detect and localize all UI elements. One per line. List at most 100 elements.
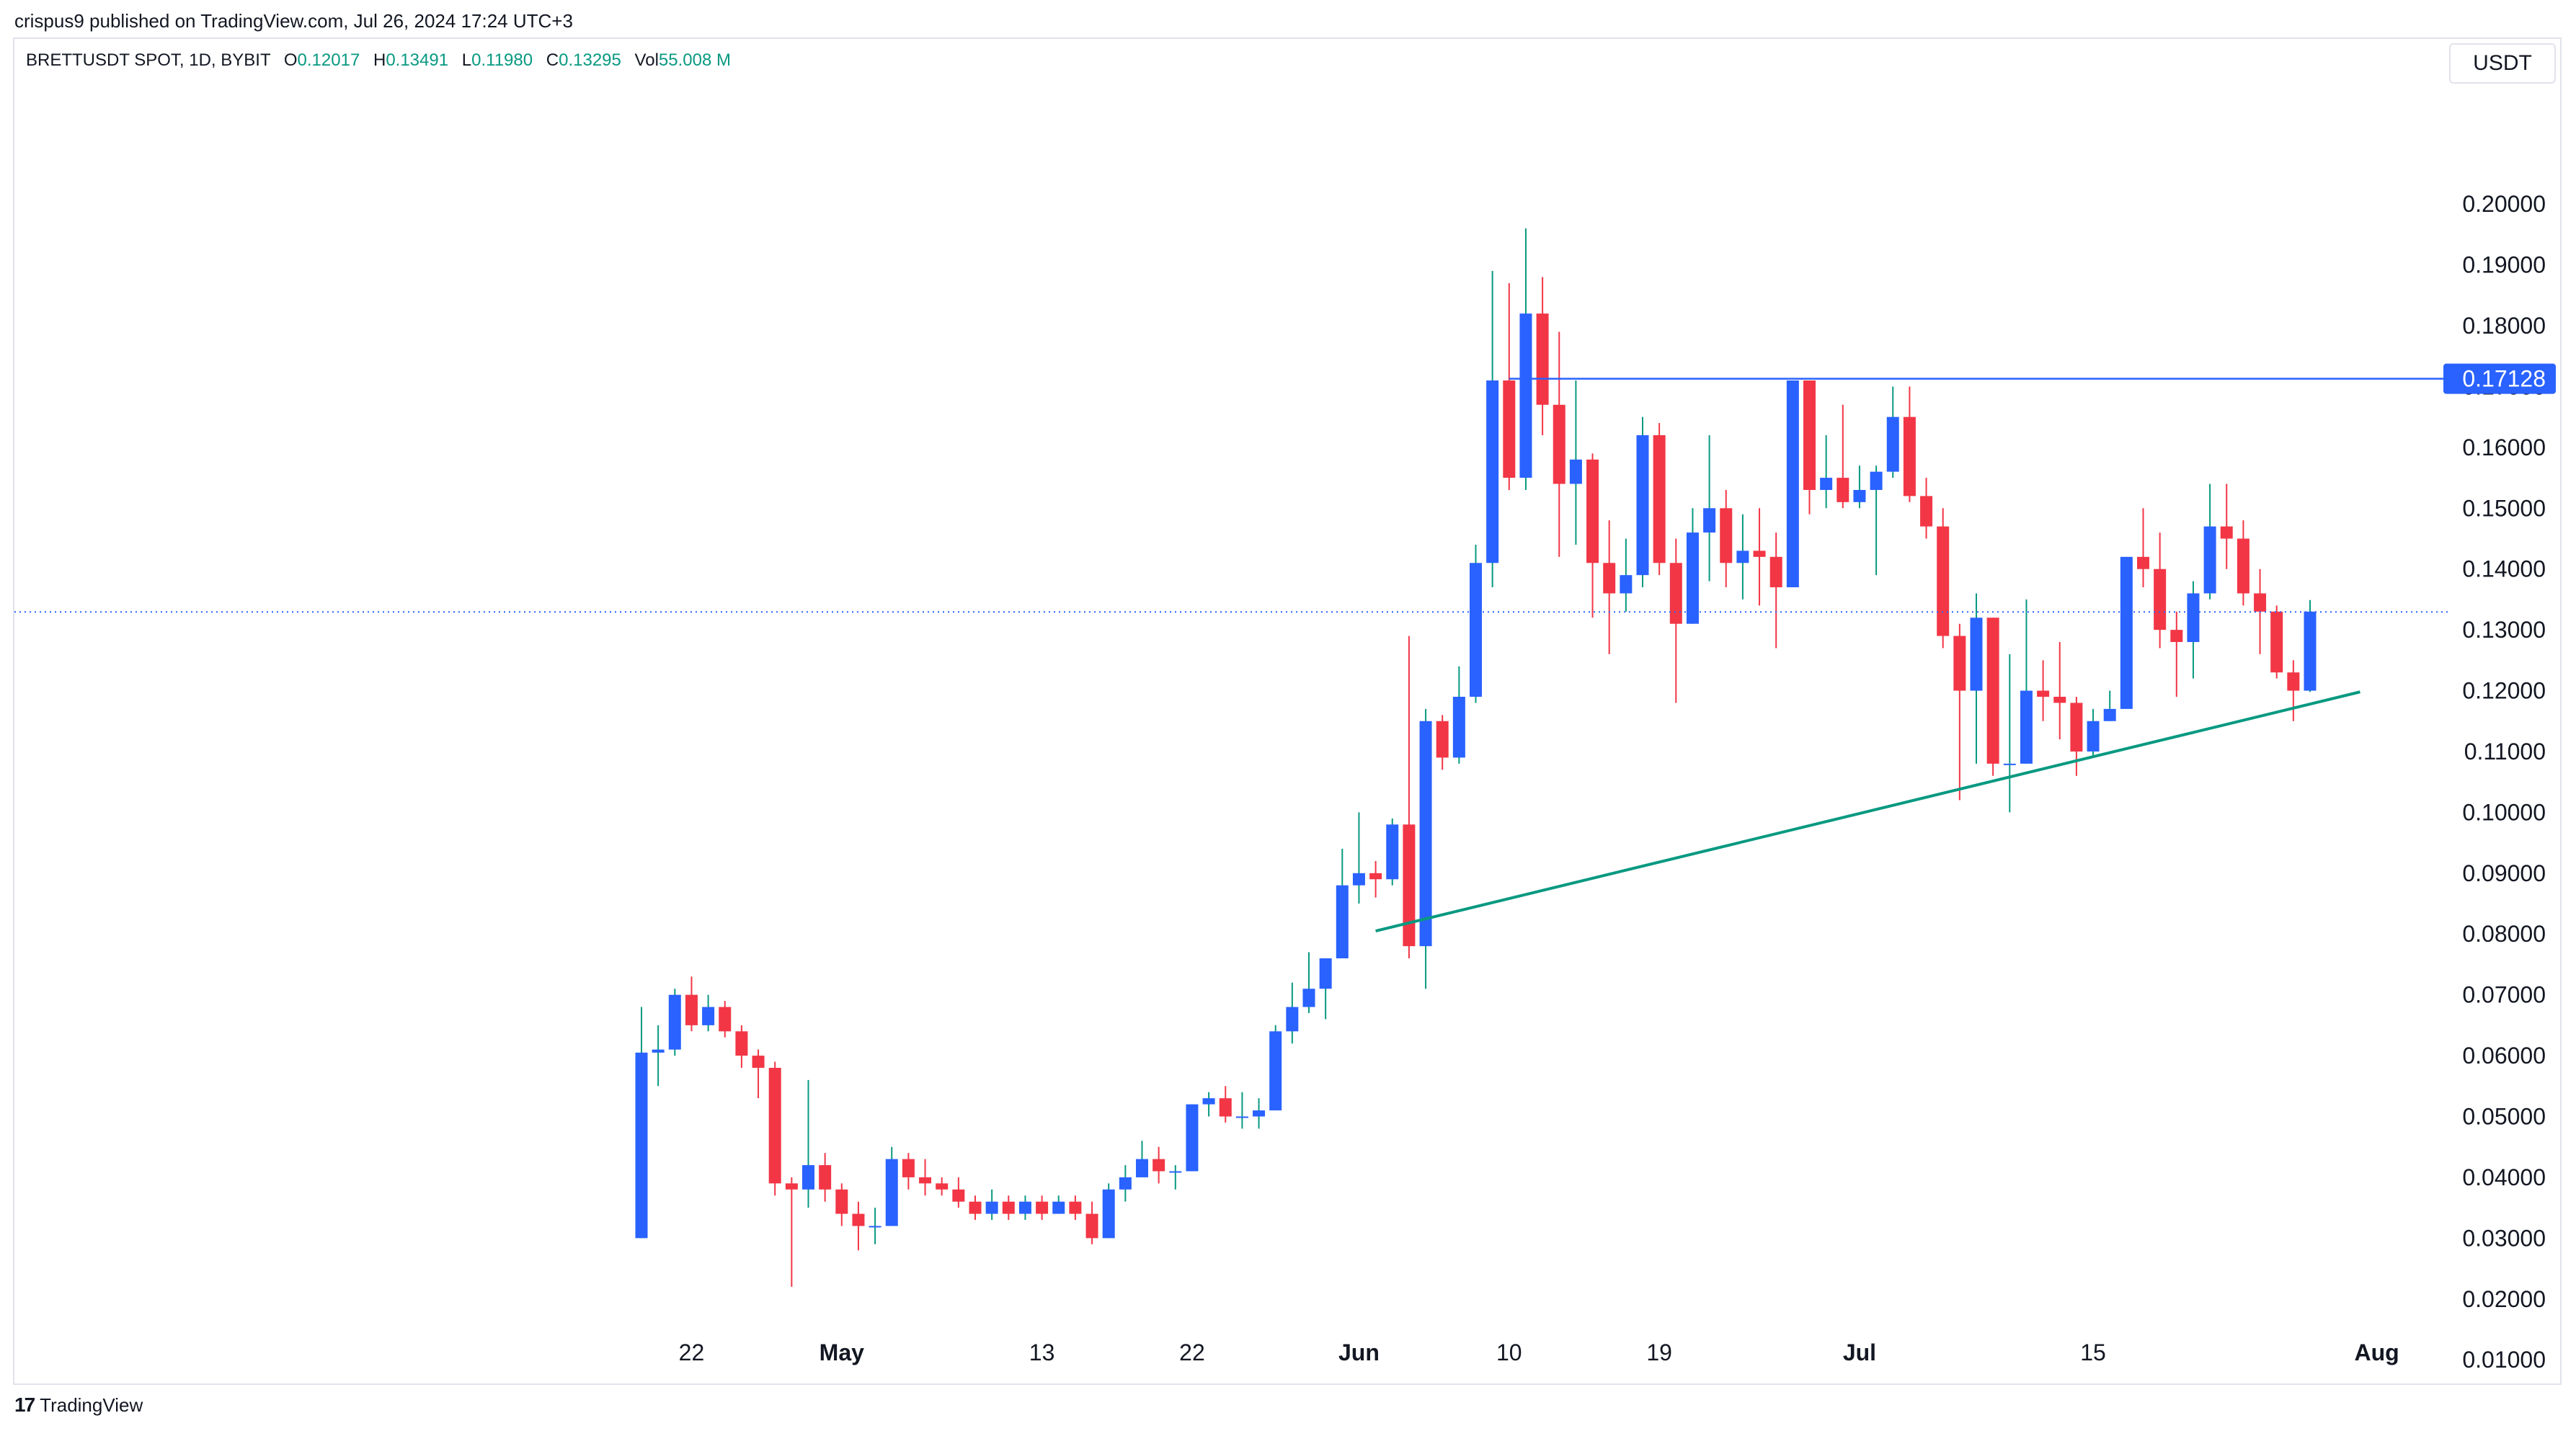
candle [735,1025,748,1068]
candle [1836,404,1849,509]
candle-body [1886,416,1899,472]
candle-body [1720,508,1733,563]
candle-body [952,1189,965,1202]
y-tick-label: 0.04000 [2462,1164,2546,1190]
candle [719,1001,732,1038]
candle-body [1653,434,1666,563]
open-label: O [283,50,298,70]
candle-body [1085,1213,1098,1239]
x-tick-label: May [820,1339,864,1365]
candle-body [1470,563,1482,697]
candle-body [652,1049,665,1053]
y-tick-label: 0.15000 [2462,495,2546,521]
candle-body [1636,434,1649,576]
volume-label: Vol [634,50,659,70]
candle [1986,618,1999,776]
candle [1119,1165,1132,1202]
candle-body [1186,1104,1199,1172]
candle-body [1136,1159,1148,1177]
candle [1403,636,1416,959]
candle-body [2254,593,2267,612]
candle [1269,1025,1282,1111]
y-tick-label: 0.19000 [2462,252,2546,278]
x-tick-label: 22 [679,1339,705,1365]
candle [1102,1183,1115,1239]
candle [885,1146,898,1226]
candle [835,1183,848,1226]
candle-body [1786,380,1799,588]
candle [1302,952,1315,1013]
candle-body [2070,703,2083,752]
candle [2003,654,2016,813]
candle [1036,1195,1049,1221]
candle-body [2020,690,2033,764]
candle [1085,1201,1098,1244]
close-label: C [546,50,559,70]
candle [1553,331,1565,557]
candle-body [685,994,698,1025]
candle [768,1061,781,1196]
symbol-label[interactable]: BRETTUSDT SPOT, 1D, BYBIT [26,50,271,70]
candle-body [1803,380,1816,490]
candle-body [668,994,681,1050]
tradingview-logo: 17 TradingView [14,1394,143,1417]
candle-body [1503,380,1516,478]
candle [1620,538,1633,612]
publisher-text: crispus9 published on TradingView.com, J… [14,10,573,32]
candle-body [768,1067,781,1184]
ohlc-legend: BRETTUSDT SPOT, 1D, BYBIT O0.12017 H0.13… [26,50,731,71]
candle-body [1369,873,1382,880]
candle [1186,1104,1199,1172]
candle [1018,1195,1031,1221]
candle [919,1159,932,1196]
y-tick-label: 0.10000 [2462,799,2546,825]
candle-body [885,1159,898,1226]
candle-body [2187,593,2200,643]
currency-selector[interactable]: USDT [2449,43,2556,84]
candle [1219,1086,1232,1123]
candle [2187,581,2200,679]
candle-body [1235,1116,1248,1118]
y-tick-label: 0.18000 [2462,313,2546,339]
candle [1002,1195,1015,1221]
y-tick-label: 0.07000 [2462,982,2546,1008]
candle [1052,1195,1065,1214]
candle [2237,520,2249,606]
candle-body [802,1165,814,1190]
candle-body [1569,459,1582,484]
candle-body [1269,1031,1282,1111]
candle [2103,690,2116,721]
candle [819,1153,832,1202]
candle-body [1436,721,1449,758]
candle-body [635,1052,648,1239]
candle-body [1603,563,1616,594]
candle [1820,434,1833,509]
candle [1202,1092,1215,1117]
candle-body [1970,618,1983,691]
candle-body [785,1183,798,1190]
candle-body [1903,416,1916,496]
candle-body [1953,636,1966,691]
y-tick-label: 0.08000 [2462,921,2546,947]
y-tick-label: 0.16000 [2462,434,2546,460]
tradingview-logo-icon: 17 [14,1394,35,1416]
candle-body [1119,1177,1132,1190]
candle-body [1486,380,1499,563]
low-label: L [461,50,472,70]
candle-body [2170,630,2183,643]
candle [985,1189,998,1221]
publisher-bar: crispus9 published on TradingView.com, J… [0,0,2576,37]
candle-body [735,1031,748,1056]
candle-body [752,1056,765,1068]
y-tick-label: 0.13000 [2462,617,2546,643]
candle [2270,605,2283,679]
candle [969,1195,982,1221]
candle-body [719,1007,732,1032]
x-tick-label: Jul [1843,1339,1876,1365]
candle-body [1219,1098,1232,1117]
candle [1519,228,1532,490]
candle [1736,514,1749,599]
candle [1152,1146,1165,1184]
candle [668,989,681,1056]
